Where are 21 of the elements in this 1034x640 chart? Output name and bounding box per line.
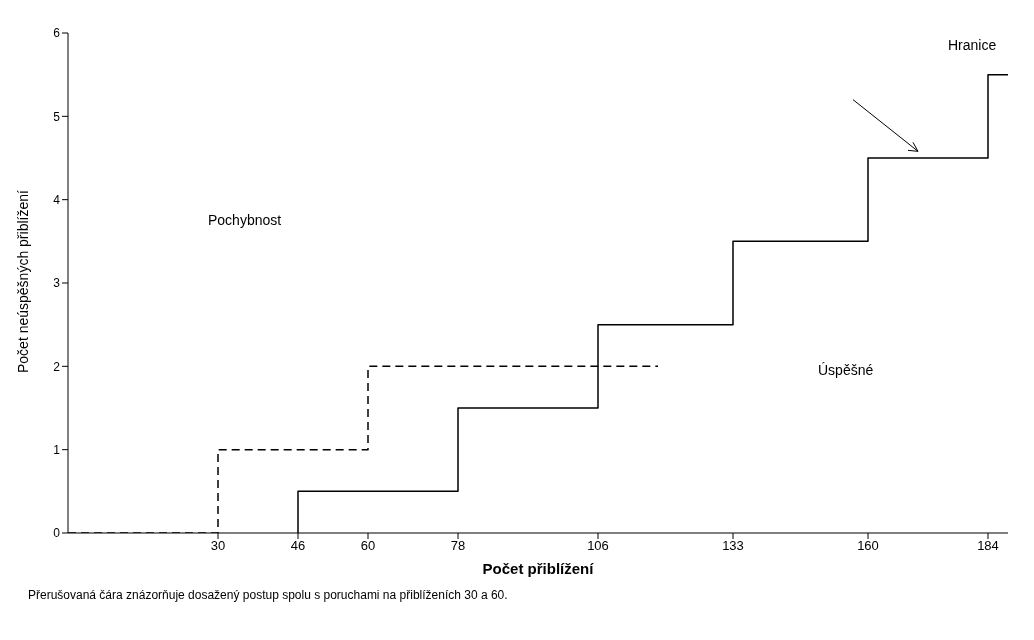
y-tick-label: 4: [53, 192, 61, 207]
text: Přerušovaná čára znázorňuje dosažený postup spolu s poruchami na přiblíženích 30 a 60.: [28, 588, 509, 602]
x-tick-label: 160: [857, 538, 879, 554]
y-tick-label: 0: [53, 526, 61, 541]
annotation: Hranice: [948, 36, 997, 53]
x-tick-label: 46: [290, 538, 306, 554]
y-tick-label: 6: [53, 26, 61, 41]
y-tick-label: 2: [53, 359, 61, 374]
x-tick-label: 30: [210, 538, 226, 554]
x-tick-label: 184: [977, 538, 999, 554]
x-tick-label: 60: [360, 538, 376, 554]
x-tick-label: 133: [722, 538, 744, 554]
y-tick-label: 1: [53, 442, 61, 457]
x-tick-label: 106: [587, 538, 609, 554]
y-tick-label: 3: [53, 276, 61, 291]
x-axis-title: Počet přiblížení: [481, 560, 595, 577]
x-tick-label: 78: [450, 538, 466, 554]
annotation: Pochybnost: [208, 211, 282, 228]
annotation: Úspěšné: [818, 361, 874, 378]
y-tick-label: 5: [53, 109, 61, 124]
y-axis-title: Počet neúspěšných přiblížení: [14, 190, 31, 373]
